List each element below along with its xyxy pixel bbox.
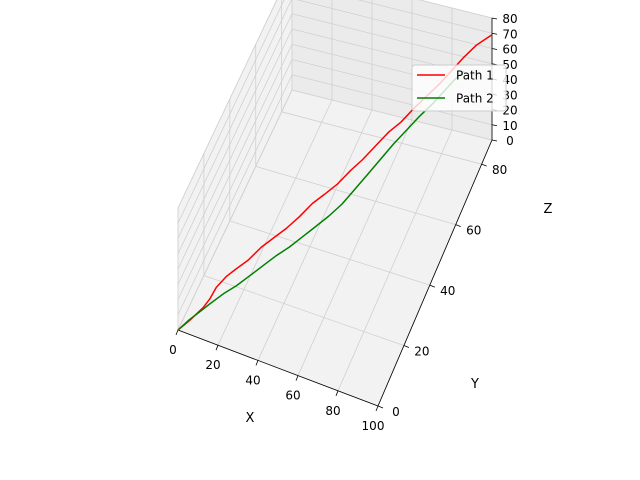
y-tick bbox=[455, 224, 461, 228]
x-tick bbox=[375, 405, 379, 412]
x-tick-label: 20 bbox=[205, 358, 220, 372]
gridline-z-back bbox=[418, 0, 493, 19]
gridline-z-back bbox=[291, 89, 493, 141]
gridline-z-left bbox=[177, 0, 292, 239]
z-tick bbox=[491, 17, 498, 20]
z-tick-label: 60 bbox=[502, 43, 517, 57]
x-tick-label: 40 bbox=[245, 373, 260, 387]
x-tick-label: 60 bbox=[285, 389, 300, 403]
series-line-path-2 bbox=[177, 70, 465, 331]
gridline-z-left bbox=[177, 13, 293, 254]
x-tick bbox=[215, 345, 219, 351]
axis-panes bbox=[177, 0, 493, 407]
y-tick-label: 60 bbox=[466, 224, 481, 238]
z-tick bbox=[491, 139, 498, 142]
gridline-y-floor bbox=[203, 275, 405, 346]
z-tick-label: 80 bbox=[502, 12, 517, 26]
gridlines bbox=[177, 0, 493, 407]
y-tick bbox=[403, 345, 410, 348]
gridline-z-back bbox=[291, 13, 493, 65]
x-axis-label: X bbox=[246, 411, 255, 426]
z-tick bbox=[491, 48, 498, 50]
x-tick bbox=[335, 390, 339, 396]
gridline-y-floor bbox=[255, 165, 456, 226]
legend-label-path-2: Path 2 bbox=[456, 92, 494, 106]
x-tick bbox=[175, 329, 179, 336]
x-axis-line bbox=[177, 329, 379, 407]
legend: Path 1 Path 2 bbox=[411, 64, 507, 112]
gridline-z-left bbox=[177, 59, 293, 300]
x-tick bbox=[255, 360, 259, 366]
x-tick-label: 80 bbox=[325, 404, 340, 418]
z-tick-label: 10 bbox=[502, 119, 517, 133]
gridline-y-floor bbox=[229, 220, 430, 286]
z-tick bbox=[491, 124, 498, 127]
gridline-z-back bbox=[291, 74, 493, 126]
gridline-x-floor bbox=[337, 129, 453, 391]
y-tick-label: 20 bbox=[414, 345, 429, 359]
y-tick bbox=[481, 163, 487, 167]
gridline-x-floor bbox=[297, 119, 413, 376]
gridline-z-left bbox=[177, 74, 293, 315]
gridline-z-left bbox=[177, 44, 293, 285]
y-tick-label: 40 bbox=[440, 284, 455, 298]
x-tick-label: 0 bbox=[169, 343, 177, 357]
gridline-z-back bbox=[357, 0, 493, 34]
gridline-z-back bbox=[296, 0, 493, 49]
gridline-y-floor bbox=[281, 111, 482, 165]
x-tick-label: 100 bbox=[362, 419, 385, 433]
z-tick-label: 0 bbox=[506, 134, 514, 148]
legend-frame bbox=[411, 64, 507, 112]
y-axis-label: Y bbox=[470, 377, 479, 392]
y-tick-label: 80 bbox=[492, 163, 507, 177]
gridline-x-floor bbox=[257, 109, 373, 361]
gridline-z-left bbox=[177, 89, 293, 331]
gridline-z-left bbox=[177, 0, 285, 224]
z-axis-label: Z bbox=[544, 202, 553, 217]
z-tick bbox=[491, 32, 498, 35]
legend-label-path-1: Path 1 bbox=[456, 69, 494, 83]
x-tick bbox=[295, 375, 299, 381]
y-axis-line bbox=[377, 139, 493, 407]
gridline-x-floor bbox=[217, 99, 333, 346]
y-tick bbox=[377, 405, 384, 409]
y-tick bbox=[429, 284, 435, 288]
y-tick-label: 0 bbox=[392, 405, 400, 419]
z-tick-label: 70 bbox=[502, 27, 517, 41]
gridline-z-left bbox=[177, 0, 278, 209]
gridline-z-left bbox=[177, 28, 293, 270]
